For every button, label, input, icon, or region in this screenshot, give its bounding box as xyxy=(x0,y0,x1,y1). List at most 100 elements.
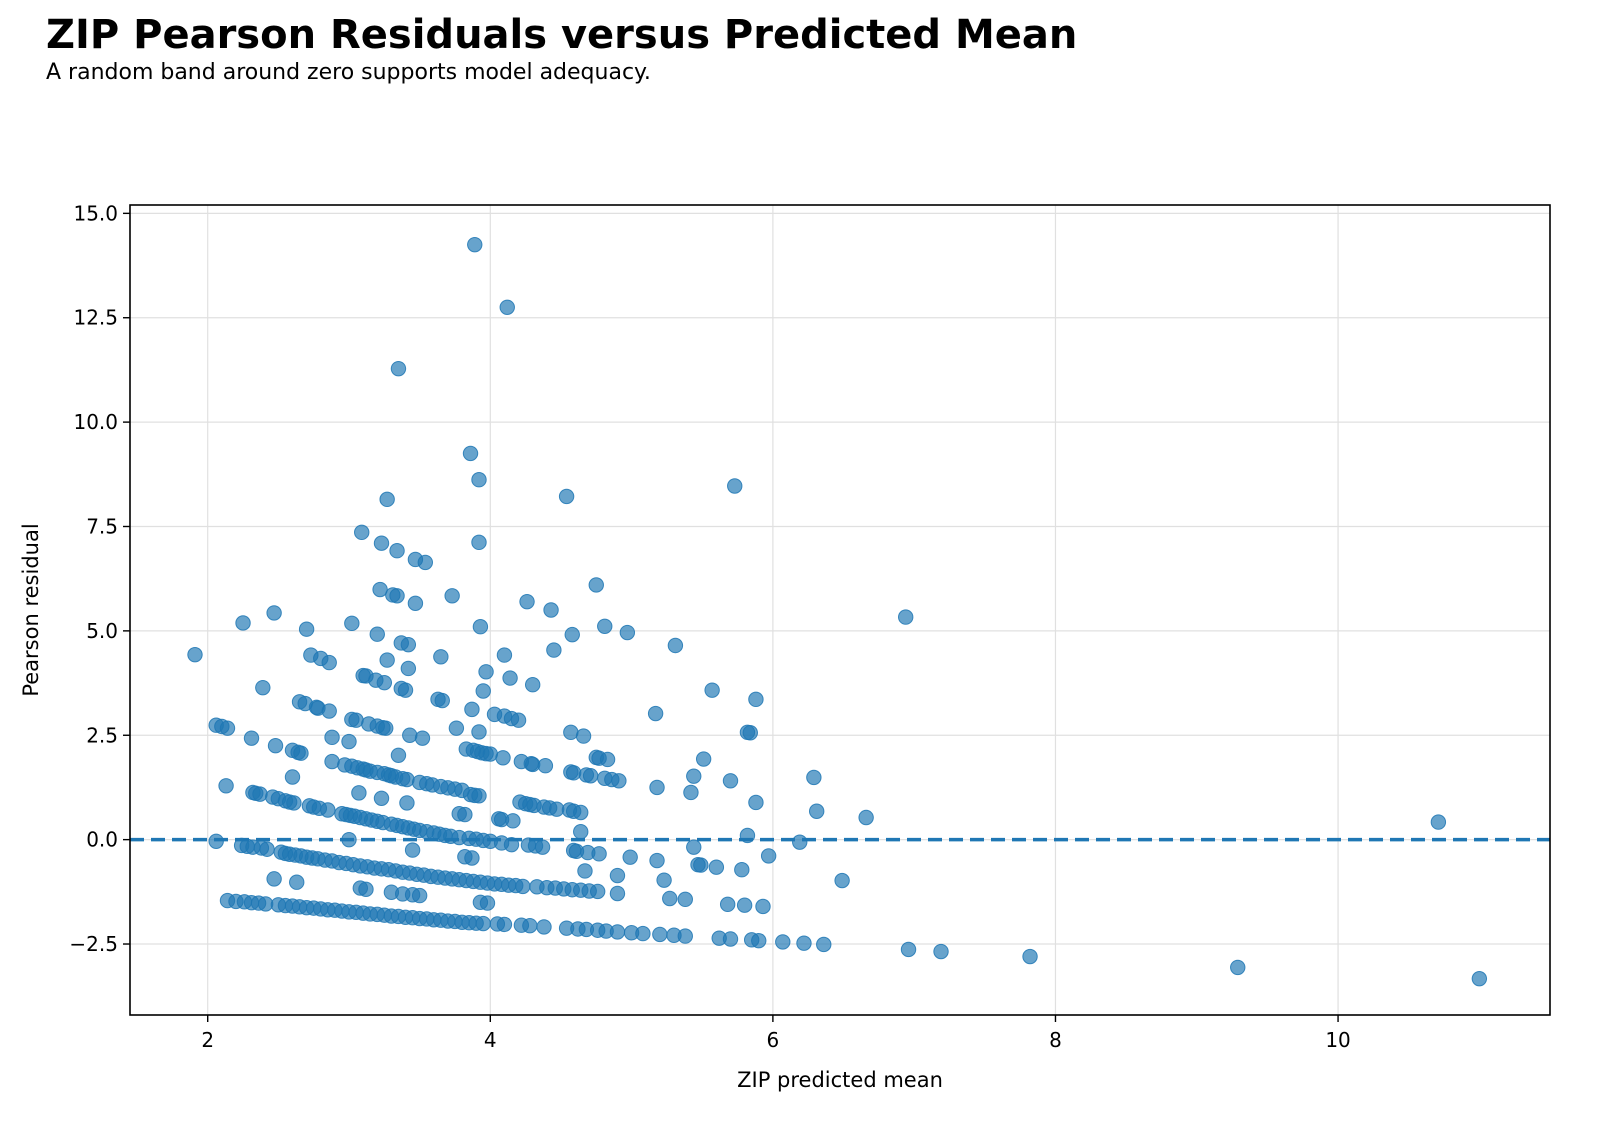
data-point xyxy=(475,915,491,932)
data-point xyxy=(267,737,284,754)
data-point xyxy=(1430,814,1447,830)
data-point xyxy=(796,935,812,951)
data-point xyxy=(379,491,395,508)
y-tick-label: 10.0 xyxy=(73,410,118,434)
data-point xyxy=(243,730,260,746)
x-tick-label: 4 xyxy=(484,1028,497,1052)
data-point xyxy=(187,646,203,663)
data-point xyxy=(1022,948,1038,965)
data-point xyxy=(499,299,515,315)
x-tick-label: 10 xyxy=(1325,1028,1350,1052)
data-point xyxy=(898,609,914,625)
data-point xyxy=(834,872,850,889)
y-tick-label: 15.0 xyxy=(73,201,118,225)
data-point xyxy=(399,795,415,811)
data-point xyxy=(727,478,743,494)
data-point xyxy=(293,745,309,761)
data-point xyxy=(434,692,450,709)
data-point xyxy=(609,885,626,902)
data-point xyxy=(372,581,388,598)
data-points xyxy=(187,236,1488,987)
data-point xyxy=(320,802,336,818)
data-point xyxy=(677,928,693,944)
data-point xyxy=(400,636,417,653)
data-point xyxy=(515,878,531,895)
data-point xyxy=(341,831,357,848)
data-point xyxy=(695,751,712,767)
data-point xyxy=(591,846,607,862)
data-point xyxy=(471,788,487,804)
data-point xyxy=(543,602,559,618)
data-point xyxy=(635,925,651,942)
data-point xyxy=(577,863,593,879)
data-point xyxy=(563,724,579,741)
data-point xyxy=(503,836,520,853)
data-point xyxy=(414,730,431,746)
x-tick-label: 2 xyxy=(201,1028,214,1052)
data-point xyxy=(479,895,496,911)
data-point xyxy=(344,615,360,632)
data-point xyxy=(341,733,357,750)
data-point xyxy=(806,769,822,786)
data-point xyxy=(622,849,638,865)
data-point xyxy=(686,768,702,784)
data-point xyxy=(496,647,513,663)
data-point xyxy=(597,618,613,634)
data-point xyxy=(1230,959,1246,976)
data-point xyxy=(208,833,224,850)
data-point xyxy=(400,660,417,677)
data-point xyxy=(389,588,405,604)
data-point xyxy=(677,891,693,908)
data-point xyxy=(792,834,808,850)
data-point xyxy=(588,577,604,593)
data-point xyxy=(351,785,367,801)
plot-frame xyxy=(129,204,1551,1016)
data-point xyxy=(582,768,599,784)
data-point xyxy=(219,720,236,736)
data-point xyxy=(742,725,758,741)
data-point xyxy=(524,756,541,773)
y-tick-label: 0.0 xyxy=(86,828,118,852)
data-point xyxy=(467,236,483,253)
data-point xyxy=(510,712,527,728)
data-point xyxy=(708,859,725,875)
data-point xyxy=(448,720,465,736)
data-point xyxy=(252,786,268,802)
y-tick-label: 5.0 xyxy=(86,619,118,643)
data-point xyxy=(751,932,767,949)
data-point xyxy=(376,674,393,691)
data-point xyxy=(475,683,491,699)
data-point xyxy=(522,917,538,934)
data-point xyxy=(667,637,684,654)
data-point xyxy=(358,881,374,898)
data-point xyxy=(662,890,678,907)
x-tick-label: 8 xyxy=(1049,1028,1062,1052)
data-point xyxy=(266,871,282,887)
data-point xyxy=(348,712,364,728)
data-point xyxy=(411,887,428,904)
data-point xyxy=(683,784,699,801)
data-point xyxy=(933,943,949,960)
axis-ticks: 2 4 6 8 10 −2.5 0.0 2.5 5.0 7.5 10.0 12.5 15.0 xyxy=(69,201,1350,1052)
chart-subtitle: A random band around zero supports model… xyxy=(46,60,651,85)
data-point xyxy=(558,488,575,505)
data-point xyxy=(573,824,589,840)
data-point xyxy=(298,621,315,637)
data-point xyxy=(255,679,271,696)
data-point xyxy=(495,750,511,766)
y-tick-label: −2.5 xyxy=(69,932,118,956)
data-point xyxy=(482,746,498,762)
data-point xyxy=(858,809,874,826)
data-point xyxy=(390,360,407,377)
data-point xyxy=(573,804,589,821)
data-point xyxy=(324,729,340,746)
data-point xyxy=(546,642,562,658)
x-tick-label: 6 xyxy=(767,1028,780,1052)
data-point xyxy=(464,701,480,718)
data-point xyxy=(321,654,337,671)
data-point xyxy=(652,926,668,943)
data-point xyxy=(900,941,917,958)
data-point xyxy=(286,795,302,811)
data-point xyxy=(649,779,665,796)
